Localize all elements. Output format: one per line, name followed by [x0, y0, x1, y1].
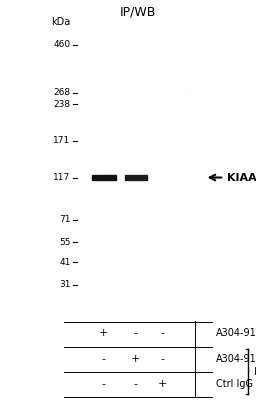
Text: 460: 460 — [54, 40, 71, 50]
Text: 41: 41 — [59, 258, 71, 267]
Text: Ctrl IgG: Ctrl IgG — [216, 380, 253, 389]
Bar — [92, 175, 116, 180]
Text: -: - — [102, 380, 106, 389]
Text: -: - — [134, 380, 138, 389]
Text: -: - — [161, 354, 165, 364]
Text: 55: 55 — [59, 238, 71, 247]
Text: kDa: kDa — [51, 17, 71, 27]
Text: 71: 71 — [59, 215, 71, 224]
Text: +: + — [99, 328, 109, 338]
Text: 31: 31 — [59, 280, 71, 289]
Text: +: + — [158, 380, 167, 389]
Text: -: - — [102, 354, 106, 364]
Text: KIAA1033: KIAA1033 — [227, 172, 256, 183]
Text: A304-919A: A304-919A — [216, 354, 256, 364]
Text: 268: 268 — [54, 88, 71, 98]
Bar — [125, 175, 147, 180]
Text: -: - — [134, 328, 138, 338]
Text: IP/WB: IP/WB — [120, 5, 156, 18]
Text: 238: 238 — [54, 100, 71, 109]
Text: 171: 171 — [54, 136, 71, 145]
Text: -: - — [161, 328, 165, 338]
Text: A304-918A: A304-918A — [216, 328, 256, 338]
Text: IP: IP — [253, 367, 256, 376]
Text: 117: 117 — [54, 173, 71, 182]
Text: +: + — [131, 354, 141, 364]
